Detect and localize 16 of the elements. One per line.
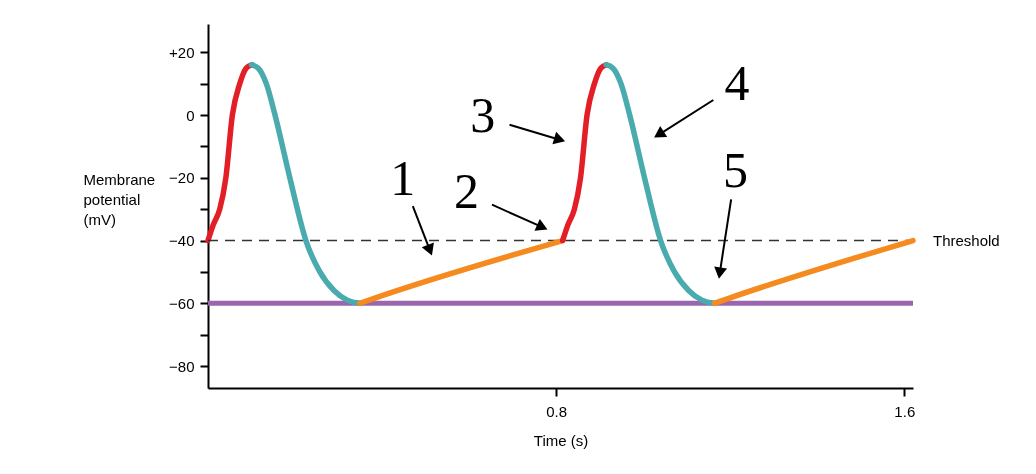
y-tick-label: −60 [169, 294, 195, 312]
x-tick-label: 0.8 [546, 402, 568, 420]
y-tick-label: −40 [169, 232, 195, 250]
annotation: 4 [724, 55, 750, 111]
y-tick-label: −80 [169, 357, 195, 375]
x-axis-title: Time (s) [533, 431, 589, 449]
y-axis-title: Membrane potential (mV) [83, 170, 156, 228]
annotation: 5 [722, 141, 748, 198]
y-tick-label: 0 [186, 106, 195, 124]
y-tick-label: +20 [169, 43, 195, 61]
y-tick-label: −20 [169, 169, 195, 187]
annotation: 2 [453, 163, 479, 220]
ref-line-label: Threshold [933, 231, 1000, 249]
annotation: 1 [390, 150, 416, 206]
x-tick-label: 1.6 [894, 402, 916, 420]
annotation: 3 [470, 86, 496, 143]
